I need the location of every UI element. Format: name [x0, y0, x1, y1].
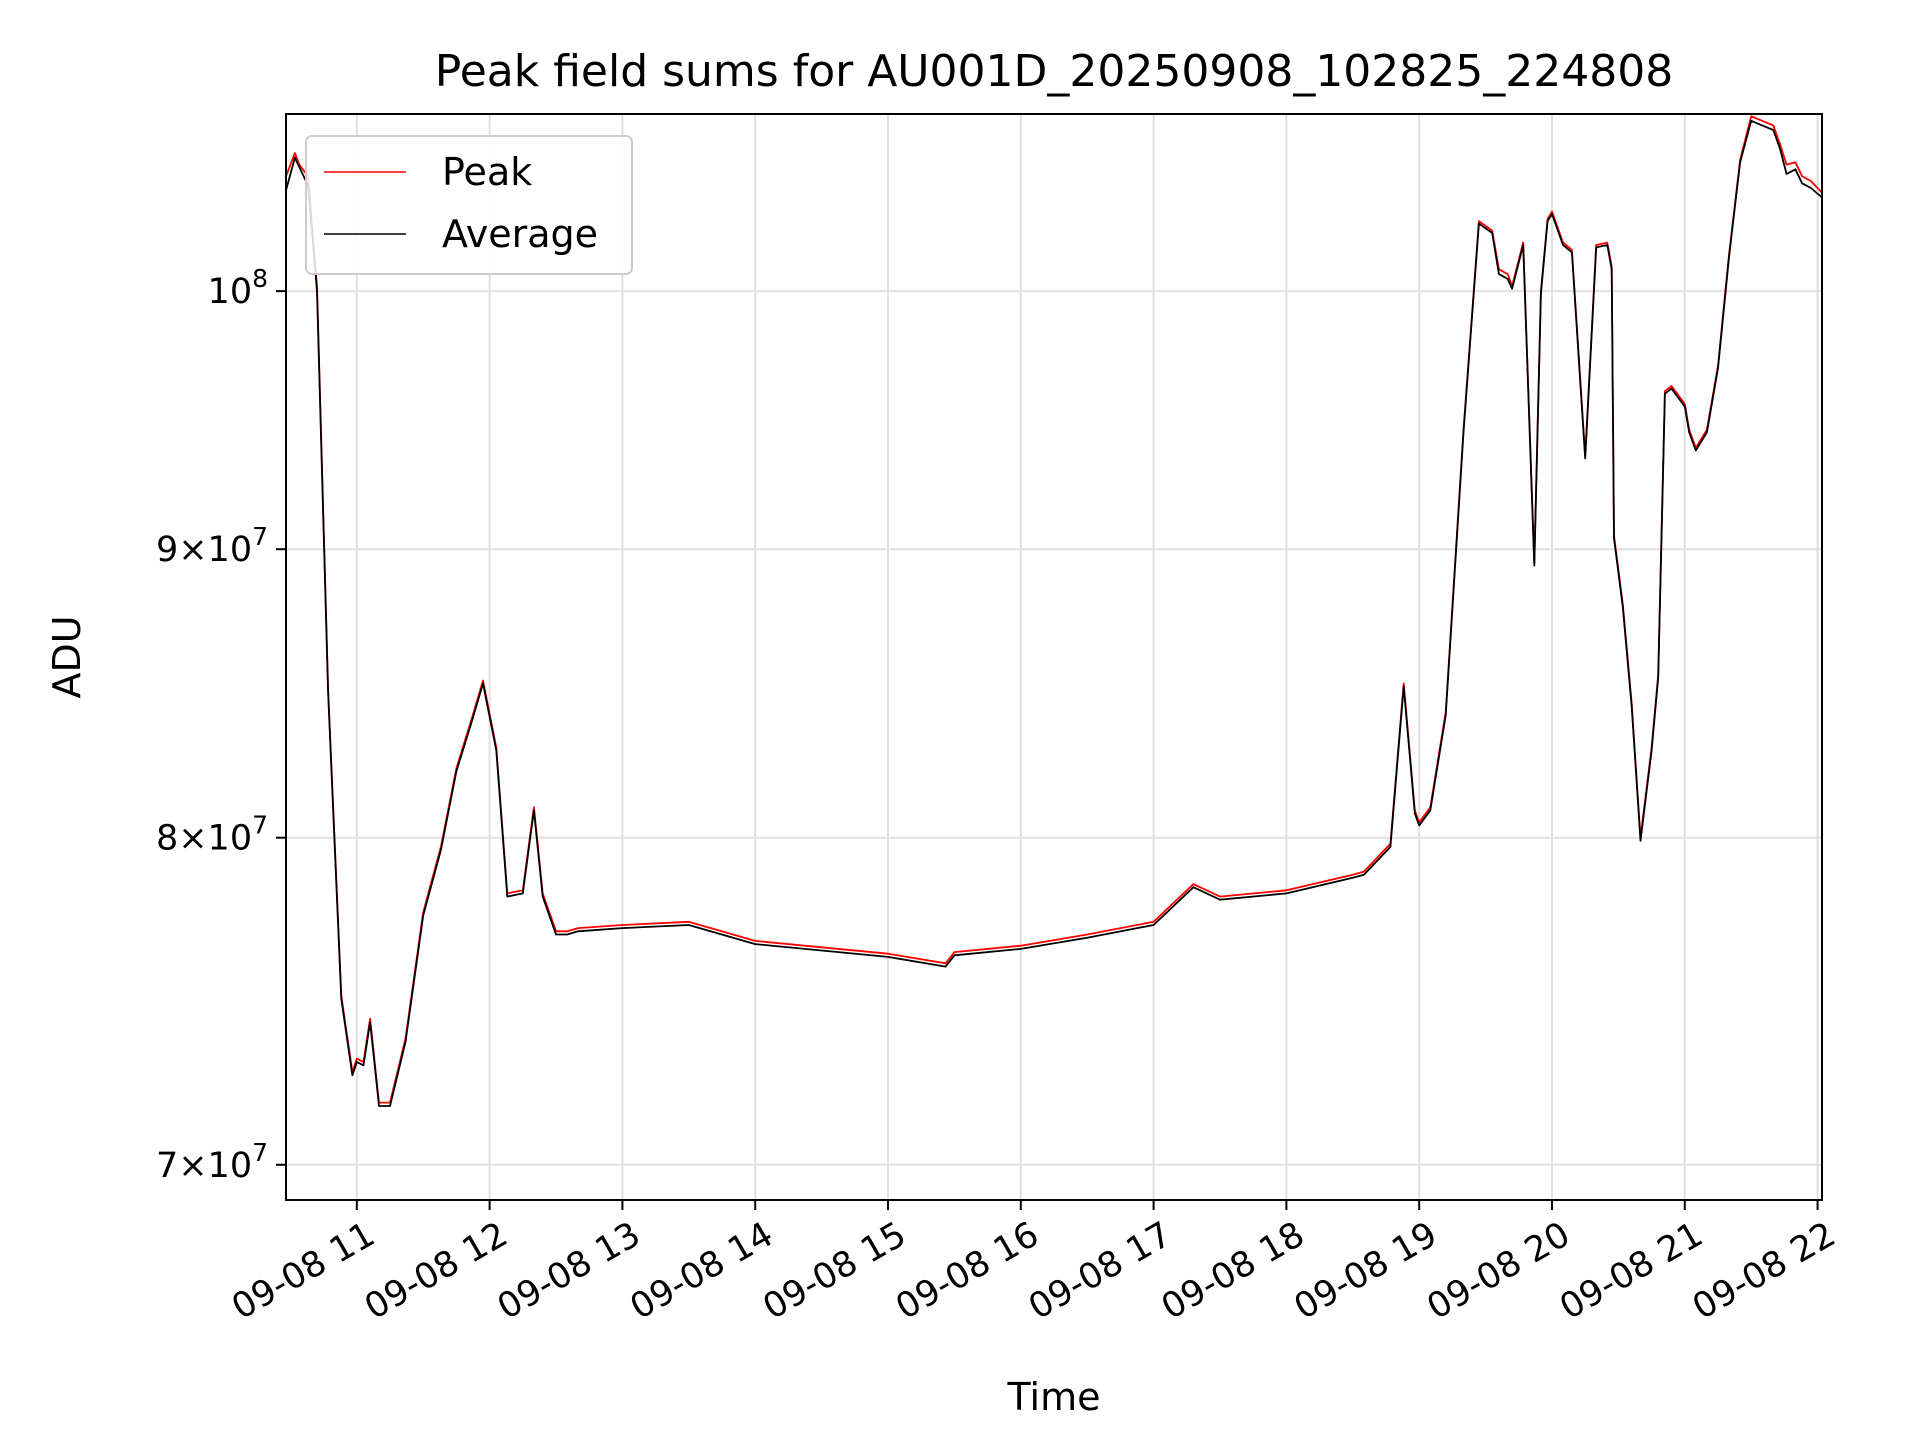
plot-area-frame [285, 113, 1823, 1201]
series-layer [285, 115, 1823, 1107]
grid-layer [286, 114, 1822, 1200]
legend-box [305, 135, 633, 275]
legend: Peak Average [305, 135, 633, 275]
chart-title: Peak field sums for AU001D_20250908_1028… [435, 46, 1674, 97]
y-axis-label: ADU [45, 615, 89, 698]
y-tick-label: 9×107 [156, 522, 268, 570]
legend-label-peak: Peak [442, 150, 532, 194]
series-line-average [285, 119, 1823, 1107]
x-axis-label: Time [1007, 1375, 1101, 1419]
legend-label-average: Average [442, 212, 598, 256]
y-tick-label: 108 [208, 264, 268, 312]
y-tick-label: 8×107 [156, 811, 268, 859]
y-tick-label: 7×107 [156, 1138, 268, 1186]
